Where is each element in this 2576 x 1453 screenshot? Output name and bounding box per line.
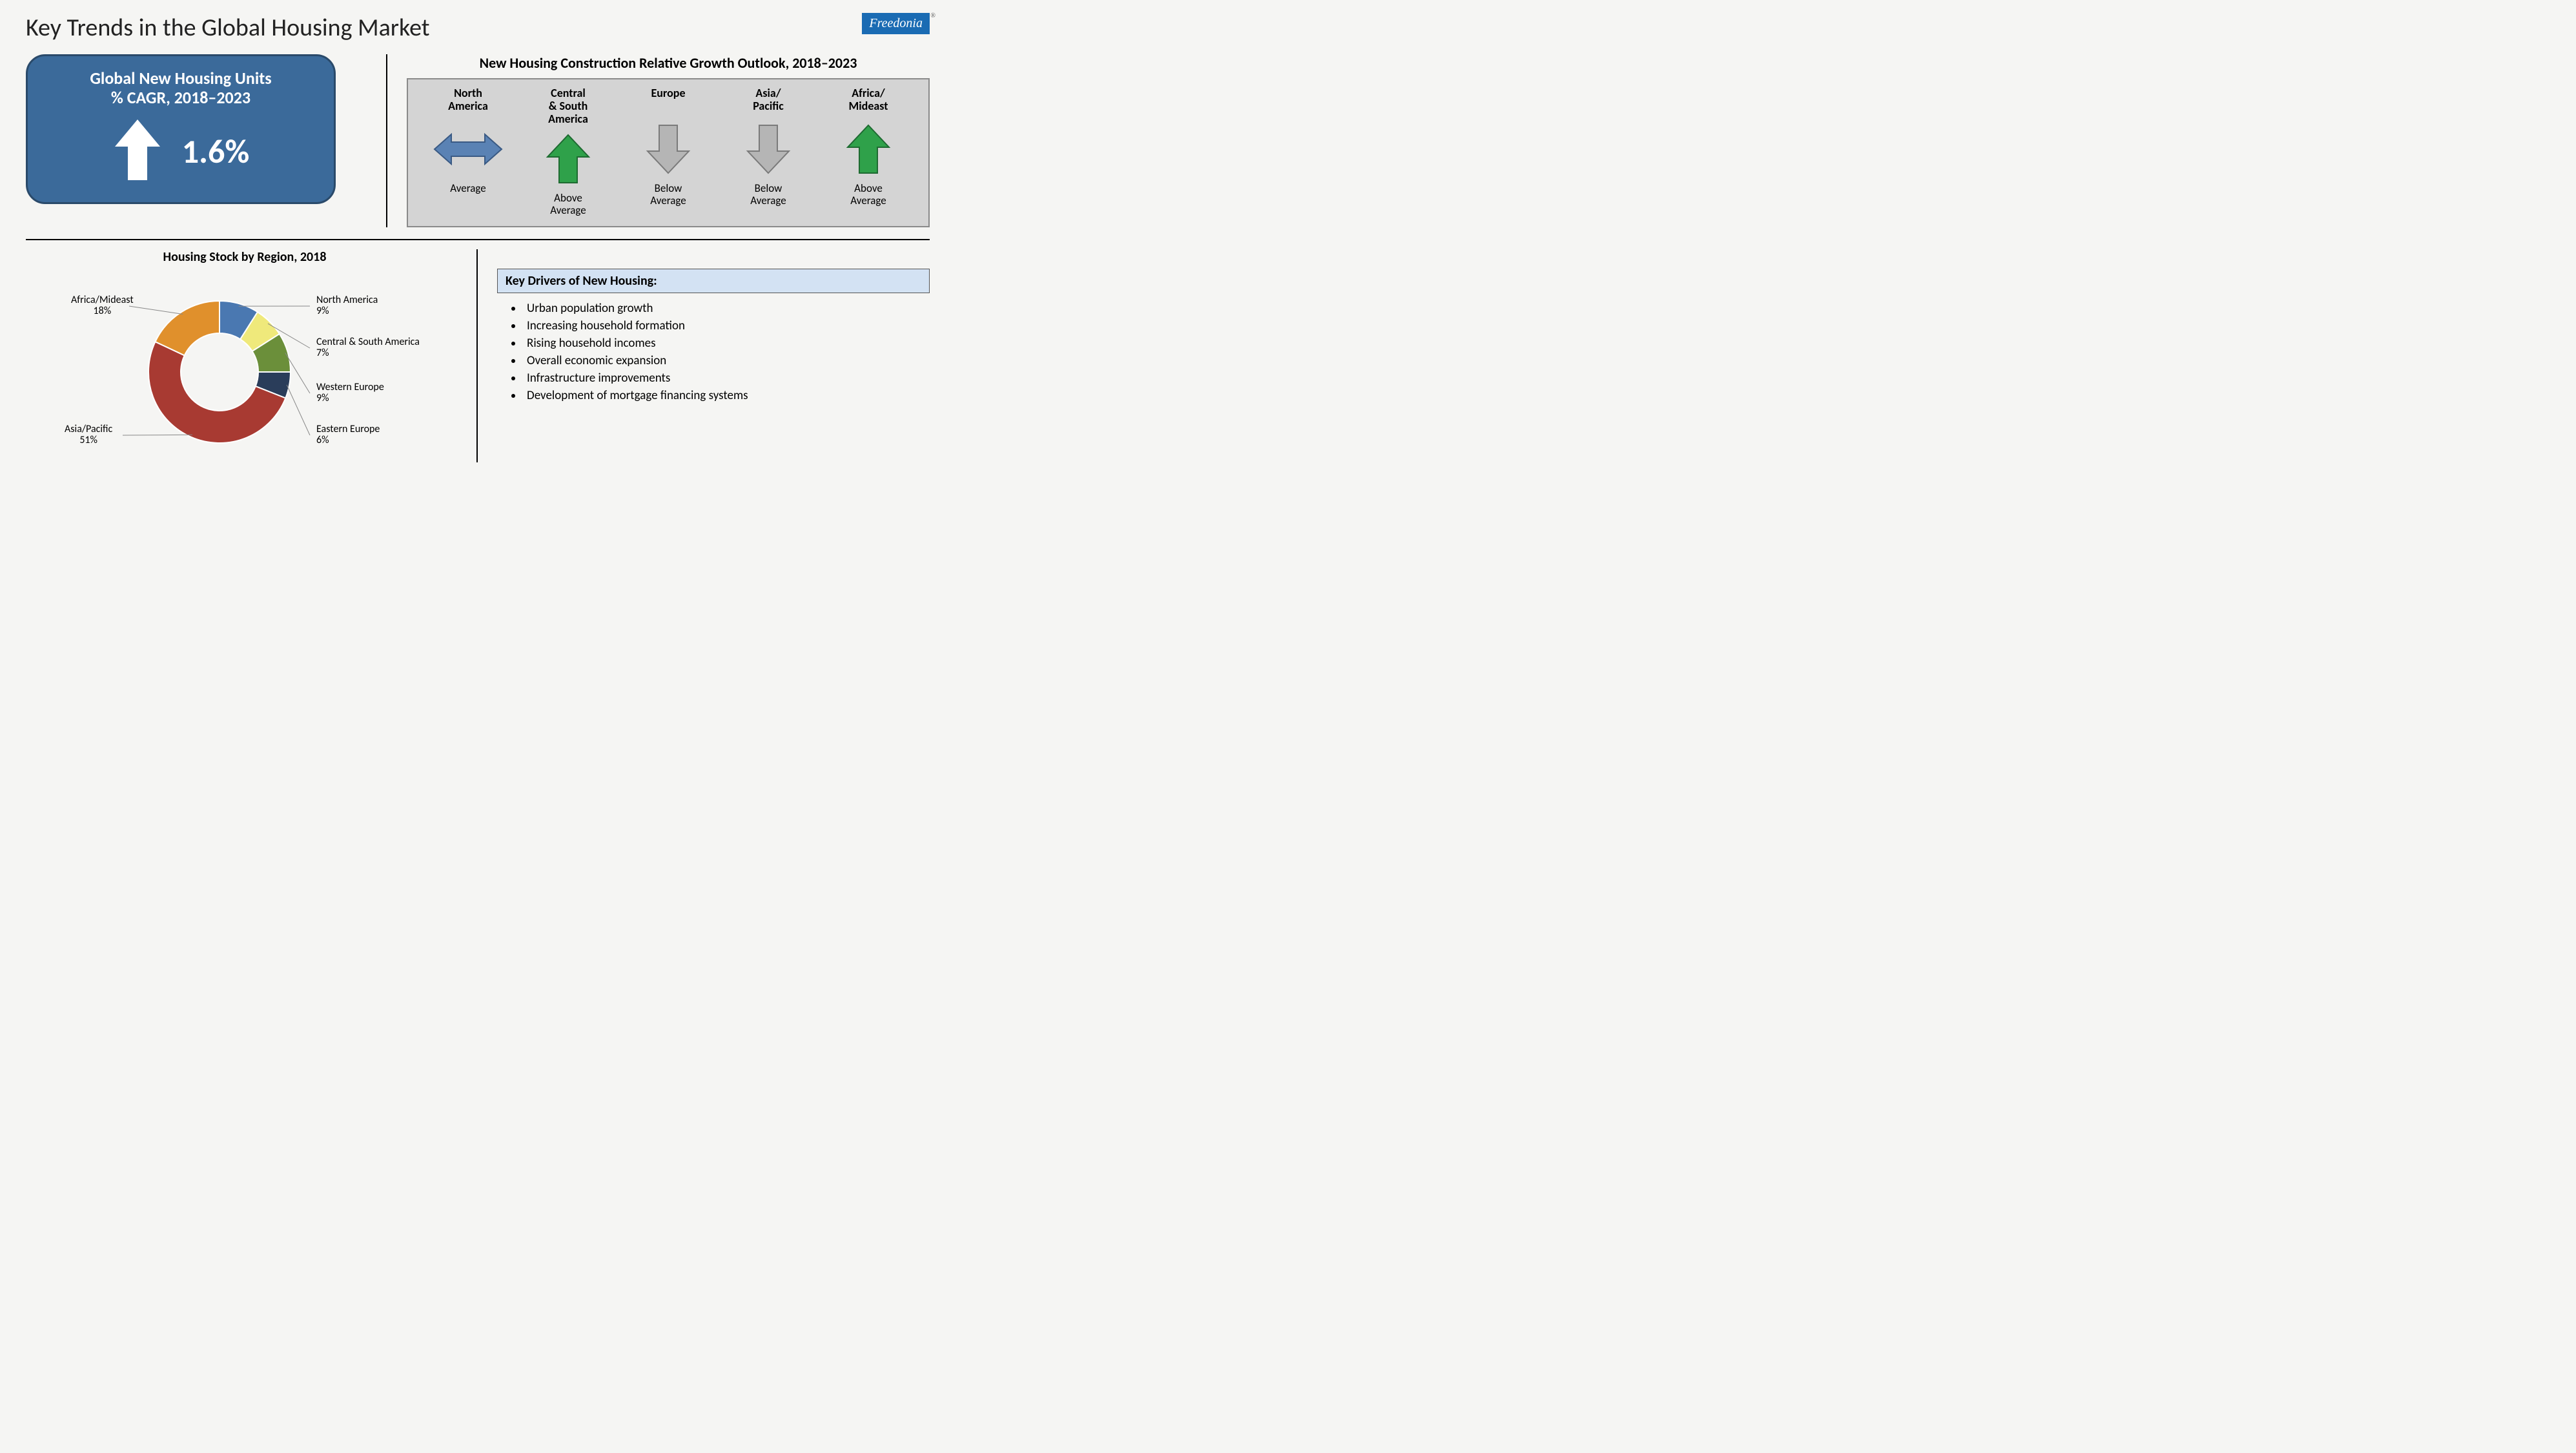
cagr-box: Global New Housing Units % CAGR, 2018–20… [26,54,336,204]
driver-item: Urban population growth [523,301,930,316]
outlook-title: New Housing Construction Relative Growth… [407,54,930,72]
region-col: Europe BelowAverage [620,87,717,207]
region-rating: AboveAverage [850,183,886,207]
region-col: Africa/Mideast AboveAverage [820,87,917,207]
driver-item: Rising household incomes [523,336,930,351]
donut-panel: Housing Stock by Region, 2018 North Amer… [26,249,478,462]
cagr-value: 1.6% [182,130,250,172]
region-label: Central& SouthAmerica [548,87,588,125]
arrow-down-icon [742,119,794,179]
donut-segment-label: Africa/Mideast18% [71,294,134,317]
donut-segment-label: Central & South America7% [316,336,420,359]
region-label: NorthAmerica [448,87,488,116]
region-col: NorthAmerica Average [420,87,516,195]
driver-item: Development of mortgage financing system… [523,388,930,403]
donut-segment-label: North America9% [316,294,378,317]
arrow-up-icon [112,116,163,187]
leader-line [287,385,310,435]
donut-segment-label: Asia/Pacific51% [65,424,112,446]
region-rating: Average [450,183,486,195]
region-label: Europe [651,87,685,116]
driver-item: Infrastructure improvements [523,371,930,386]
donut-title: Housing Stock by Region, 2018 [26,249,464,265]
region-rating: AboveAverage [550,192,586,216]
donut-segment-label: Eastern Europe6% [316,424,380,446]
arrow-horizontal-icon [429,119,507,179]
region-col: Central& SouthAmerica AboveAverage [520,87,617,217]
donut-segment-label: Western Europe9% [316,382,384,404]
cagr-line1: Global New Housing Units [90,68,271,88]
key-drivers-panel: Key Drivers of New Housing: Urban popula… [478,249,930,462]
leader-line [129,306,183,314]
outlook-region-row: NorthAmerica Average Central& SouthAmerica… [407,78,930,227]
drivers-header: Key Drivers of New Housing: [497,269,930,293]
region-label: Asia/Pacific [753,87,784,116]
driver-item: Increasing household formation [523,318,930,333]
freedonia-logo: Freedonia [862,13,930,34]
cagr-panel: Global New Housing Units % CAGR, 2018–20… [26,54,387,227]
arrow-up-icon [843,119,894,179]
region-col: Asia/Pacific BelowAverage [720,87,817,207]
growth-outlook-panel: New Housing Construction Relative Growth… [387,54,930,227]
region-rating: BelowAverage [650,183,686,207]
page-title: Key Trends in the Global Housing Market [26,13,430,43]
arrow-down-icon [642,119,694,179]
drivers-list: Urban population growth Increasing househ… [497,293,930,403]
region-label: Africa/Mideast [849,87,888,116]
arrow-up-icon [542,129,594,189]
cagr-line2: % CAGR, 2018–2023 [111,87,250,108]
driver-item: Overall economic expansion [523,353,930,368]
region-rating: BelowAverage [750,183,786,207]
